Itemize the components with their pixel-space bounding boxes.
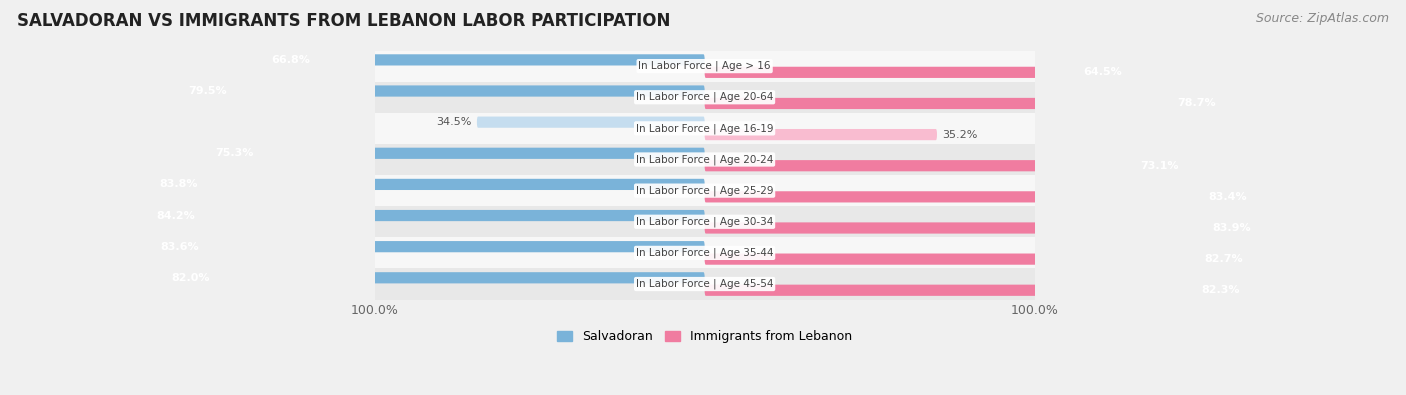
Text: 35.2%: 35.2% <box>942 130 977 139</box>
Text: In Labor Force | Age 45-54: In Labor Force | Age 45-54 <box>636 279 773 289</box>
Text: 82.3%: 82.3% <box>1202 285 1240 295</box>
Text: Source: ZipAtlas.com: Source: ZipAtlas.com <box>1256 12 1389 25</box>
Text: 83.6%: 83.6% <box>160 242 200 252</box>
Text: 75.3%: 75.3% <box>215 148 254 158</box>
Text: 82.0%: 82.0% <box>172 273 209 283</box>
Bar <box>374 51 1035 82</box>
FancyBboxPatch shape <box>163 272 704 283</box>
FancyBboxPatch shape <box>704 129 936 140</box>
FancyBboxPatch shape <box>153 241 704 252</box>
Text: 79.5%: 79.5% <box>188 86 226 96</box>
Text: 82.7%: 82.7% <box>1204 254 1243 264</box>
Bar <box>374 113 1035 144</box>
Text: 83.8%: 83.8% <box>159 179 198 190</box>
Text: 73.1%: 73.1% <box>1140 161 1180 171</box>
Bar <box>374 269 1035 299</box>
Bar <box>374 237 1035 269</box>
FancyBboxPatch shape <box>477 117 704 128</box>
Text: In Labor Force | Age 16-19: In Labor Force | Age 16-19 <box>636 123 773 134</box>
FancyBboxPatch shape <box>149 210 704 221</box>
FancyBboxPatch shape <box>704 191 1256 203</box>
FancyBboxPatch shape <box>704 160 1187 171</box>
Text: In Labor Force | Age 30-34: In Labor Force | Age 30-34 <box>636 216 773 227</box>
Bar <box>374 82 1035 113</box>
FancyBboxPatch shape <box>704 98 1225 109</box>
FancyBboxPatch shape <box>704 222 1258 233</box>
Bar <box>374 175 1035 206</box>
Legend: Salvadoran, Immigrants from Lebanon: Salvadoran, Immigrants from Lebanon <box>553 325 858 348</box>
Text: In Labor Force | Age 20-64: In Labor Force | Age 20-64 <box>636 92 773 102</box>
Text: In Labor Force | Age 20-24: In Labor Force | Age 20-24 <box>636 154 773 165</box>
Text: 84.2%: 84.2% <box>156 211 195 220</box>
FancyBboxPatch shape <box>180 85 704 97</box>
Bar <box>374 144 1035 175</box>
Text: 83.4%: 83.4% <box>1209 192 1247 202</box>
FancyBboxPatch shape <box>704 254 1250 265</box>
Text: In Labor Force | Age 35-44: In Labor Force | Age 35-44 <box>636 248 773 258</box>
Text: In Labor Force | Age > 16: In Labor Force | Age > 16 <box>638 61 770 71</box>
FancyBboxPatch shape <box>704 67 1130 78</box>
Text: 64.5%: 64.5% <box>1084 67 1122 77</box>
FancyBboxPatch shape <box>704 285 1249 296</box>
FancyBboxPatch shape <box>264 54 704 66</box>
Text: SALVADORAN VS IMMIGRANTS FROM LEBANON LABOR PARTICIPATION: SALVADORAN VS IMMIGRANTS FROM LEBANON LA… <box>17 12 671 30</box>
Text: 78.7%: 78.7% <box>1178 98 1216 109</box>
Text: In Labor Force | Age 25-29: In Labor Force | Age 25-29 <box>636 185 773 196</box>
Text: 83.9%: 83.9% <box>1212 223 1250 233</box>
Text: 66.8%: 66.8% <box>271 55 311 65</box>
Bar <box>374 206 1035 237</box>
FancyBboxPatch shape <box>152 179 704 190</box>
FancyBboxPatch shape <box>208 148 704 159</box>
Text: 34.5%: 34.5% <box>436 117 471 127</box>
